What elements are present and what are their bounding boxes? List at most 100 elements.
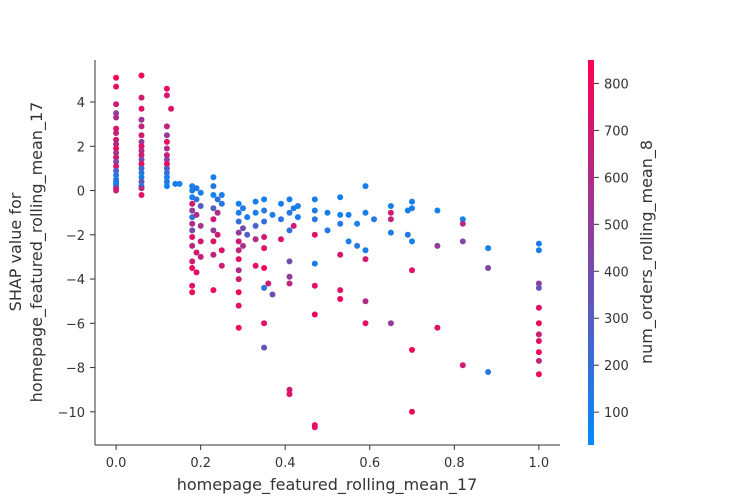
scatter-point-124 [261, 245, 268, 252]
scatter-point-120 [261, 196, 268, 203]
scatter-point-29 [138, 143, 145, 150]
scatter-point-54 [163, 178, 170, 185]
scatter-point-28 [138, 138, 145, 145]
y-tick-label: 0 [77, 185, 85, 200]
scatter-point-115 [252, 198, 259, 205]
scatter-point-149 [311, 216, 318, 223]
scatter-point-49 [163, 156, 170, 163]
scatter-point-85 [210, 205, 217, 212]
scatter-point-182 [409, 198, 415, 205]
scatter-point-145 [294, 203, 301, 209]
scatter-point-103 [235, 247, 242, 254]
scatter-point-205 [535, 338, 542, 344]
scatter-point-0 [113, 74, 120, 81]
scatter-point-1 [113, 83, 120, 90]
colorbar-tick-label: 600 [604, 171, 629, 186]
scatter-point-138 [286, 258, 293, 265]
scatter-point-159 [337, 211, 344, 218]
scatter-point-3 [113, 110, 120, 117]
colorbar-label: num_orders_rolling_mean_8 [637, 140, 657, 364]
y-tick-label: 4 [77, 96, 85, 111]
x-axis-ticks: 0.0 0.2 0.4 0.6 0.8 1.0 [106, 445, 549, 471]
scatter-point-194 [459, 362, 466, 369]
scatter-point-32 [138, 156, 145, 163]
scatter-point-37 [138, 178, 145, 185]
scatter-point-173 [362, 320, 369, 327]
scatter-point-34 [138, 165, 145, 172]
scatter-point-26 [138, 123, 145, 130]
scatter-point-204 [535, 331, 542, 338]
scatter-point-146 [294, 214, 301, 221]
scatter-point-51 [163, 165, 170, 172]
colorbar-tick-label: 100 [604, 406, 629, 421]
scatter-point-80 [197, 238, 204, 245]
scatter-point-147 [311, 196, 318, 203]
scatter-point-48 [163, 152, 170, 159]
scatter-point-66 [189, 234, 196, 240]
scatter-point-61 [189, 200, 196, 207]
scatter-point-148 [311, 207, 318, 214]
x-axis-label: homepage_featured_rolling_mean_17 [177, 475, 478, 495]
scatter-point-168 [362, 183, 369, 190]
scatter-point-79 [197, 222, 204, 229]
scatter-point-86 [210, 216, 217, 223]
scatter-point-94 [218, 192, 225, 198]
y-axis-ticks: 4 2 0 −2 −4 −6 −8 −10 [58, 96, 95, 421]
scatter-point-189 [434, 242, 441, 249]
scatter-point-183 [409, 205, 415, 212]
scatter-point-191 [459, 216, 466, 223]
scatter-point-33 [138, 161, 145, 167]
scatter-point-22 [138, 72, 145, 79]
scatter-point-89 [210, 251, 217, 258]
scatter-point-2 [113, 101, 120, 108]
y-tick-label: −6 [66, 317, 85, 332]
scatter-point-9 [113, 145, 120, 152]
scatter-point-27 [138, 132, 145, 139]
scatter-point-130 [269, 211, 276, 218]
scatter-point-43 [168, 105, 175, 112]
scatter-point-150 [311, 231, 318, 238]
scatter-point-151 [311, 260, 318, 267]
colorbar-ticks: 100 200 300 400 500 600 700 800 [594, 77, 629, 421]
scatter-point-102 [235, 238, 242, 245]
scatter-point-201 [535, 284, 542, 291]
scatter-point-5 [113, 125, 120, 132]
scatter-point-23 [138, 94, 145, 101]
y-axis-label-line-1: SHAP value for [6, 192, 25, 311]
scatter-point-195 [485, 245, 492, 252]
scatter-point-165 [345, 211, 352, 218]
scatter-point-95 [218, 200, 225, 207]
scatter-point-52 [163, 169, 170, 176]
scatter-point-185 [409, 267, 415, 274]
scatter-point-45 [163, 132, 170, 139]
scatter-point-176 [387, 209, 394, 216]
scatter-point-196 [485, 265, 492, 271]
scatter-point-70 [189, 282, 196, 289]
scatter-point-206 [535, 349, 542, 356]
scatter-point-119 [252, 262, 259, 269]
scatter-point-90 [210, 287, 217, 294]
scatter-point-109 [235, 324, 242, 331]
scatter-point-172 [362, 298, 369, 305]
scatter-point-170 [362, 247, 369, 254]
scatter-point-39 [138, 185, 145, 192]
x-tick-label: 0.0 [106, 456, 127, 471]
scatter-point-77 [197, 189, 204, 196]
scatter-point-184 [409, 238, 415, 245]
scatter-point-25 [138, 116, 145, 123]
scatter-point-178 [387, 229, 394, 236]
scatter-point-199 [535, 247, 542, 254]
scatter-point-98 [235, 200, 242, 207]
scatter-point-44 [163, 123, 170, 130]
scatter-point-158 [337, 194, 344, 201]
scatter-point-73 [193, 196, 200, 203]
scatter-point-208 [535, 371, 542, 378]
scatter-point-69 [189, 265, 196, 271]
x-tick-label: 0.2 [190, 456, 211, 471]
scatter-point-12 [113, 158, 120, 165]
scatter-point-31 [138, 152, 145, 159]
scatter-point-47 [163, 145, 170, 152]
scatter-point-153 [311, 311, 318, 318]
scatter-point-68 [189, 258, 196, 265]
scatter-point-122 [261, 218, 268, 225]
